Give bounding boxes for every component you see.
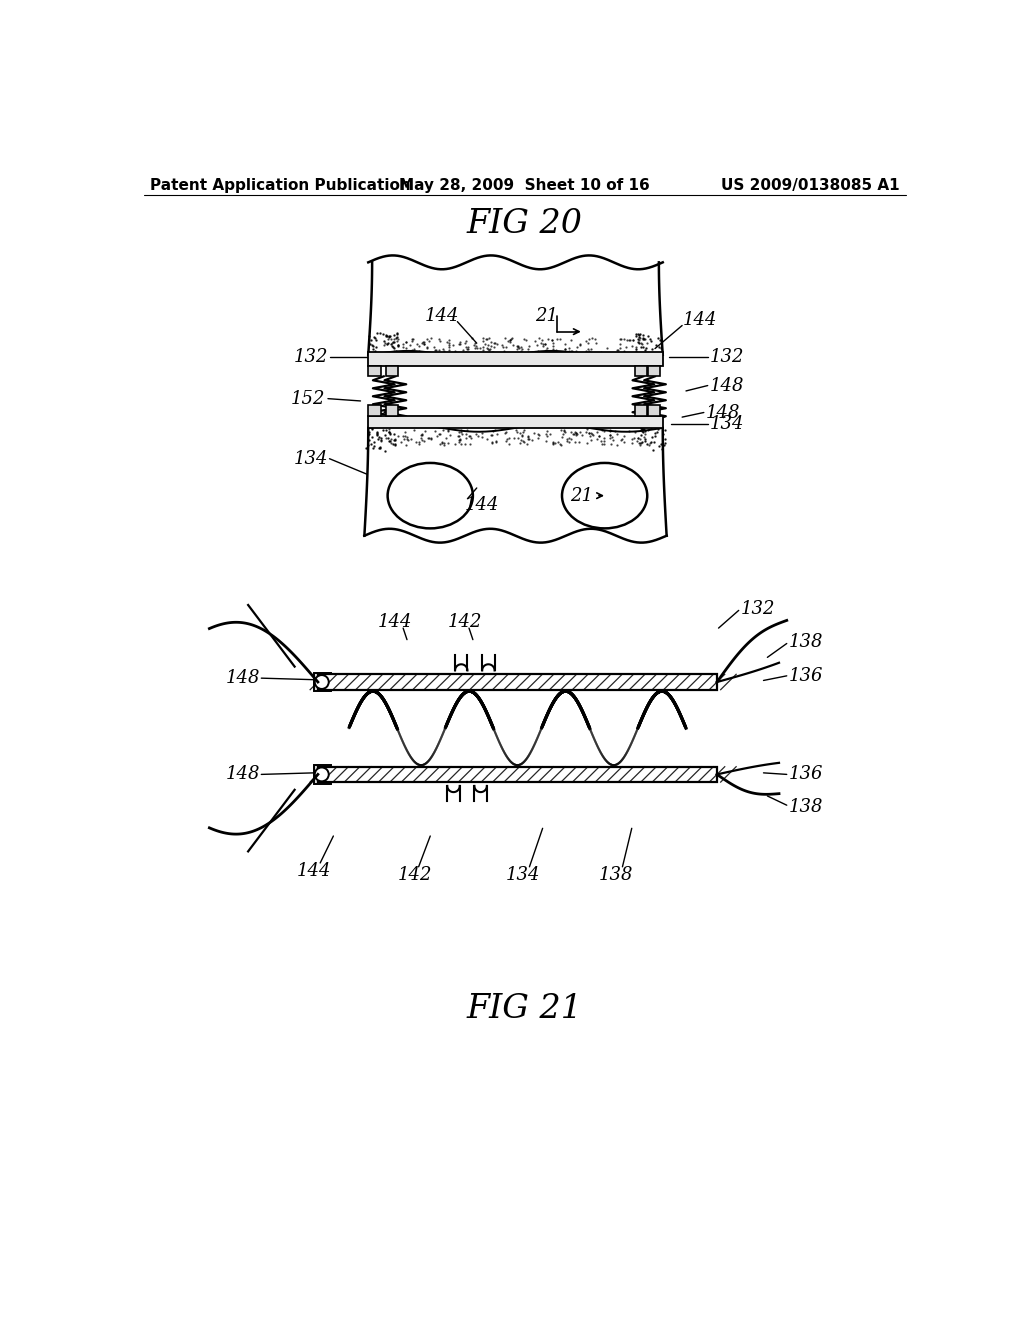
Text: FIG 21: FIG 21	[467, 993, 583, 1026]
Text: 136: 136	[788, 766, 823, 783]
Text: 136: 136	[788, 667, 823, 685]
Bar	[314, 766, 331, 784]
Text: 148: 148	[706, 404, 740, 421]
Text: 144: 144	[683, 312, 718, 329]
Text: 144: 144	[425, 308, 459, 325]
Bar	[317, 767, 717, 781]
Text: 132: 132	[740, 599, 775, 618]
Bar	[635, 366, 647, 376]
Circle shape	[314, 675, 329, 689]
Text: 134: 134	[506, 866, 541, 883]
Text: 148: 148	[225, 669, 260, 688]
Text: 138: 138	[788, 797, 823, 816]
Text: 134: 134	[294, 450, 328, 467]
Text: 142: 142	[447, 612, 482, 631]
Text: 21: 21	[570, 487, 593, 504]
Bar	[369, 351, 663, 366]
Text: 152: 152	[291, 389, 326, 408]
Text: 138: 138	[599, 866, 634, 883]
Text: Patent Application Publication: Patent Application Publication	[150, 178, 411, 193]
Text: 144: 144	[297, 862, 331, 879]
Text: 132: 132	[710, 348, 743, 366]
Ellipse shape	[562, 463, 647, 528]
Text: 148: 148	[710, 376, 743, 395]
Text: 148: 148	[225, 766, 260, 783]
Bar	[369, 366, 381, 376]
Bar	[386, 405, 398, 416]
Text: 134: 134	[710, 414, 743, 433]
Text: 144: 144	[378, 612, 413, 631]
Text: 132: 132	[294, 348, 328, 366]
Bar	[314, 673, 331, 692]
Text: 142: 142	[397, 866, 432, 883]
Bar	[386, 366, 398, 376]
Bar	[369, 405, 381, 416]
Bar	[648, 366, 660, 376]
Bar	[369, 416, 663, 428]
Text: US 2009/0138085 A1: US 2009/0138085 A1	[721, 178, 900, 193]
Text: 144: 144	[465, 496, 500, 513]
Bar	[648, 405, 660, 416]
Ellipse shape	[388, 463, 473, 528]
Text: 21: 21	[535, 308, 558, 325]
Bar	[635, 405, 647, 416]
Circle shape	[314, 767, 329, 781]
Text: 138: 138	[788, 634, 823, 651]
Bar	[317, 675, 717, 689]
Text: FIG 20: FIG 20	[467, 207, 583, 240]
Text: May 28, 2009  Sheet 10 of 16: May 28, 2009 Sheet 10 of 16	[399, 178, 650, 193]
